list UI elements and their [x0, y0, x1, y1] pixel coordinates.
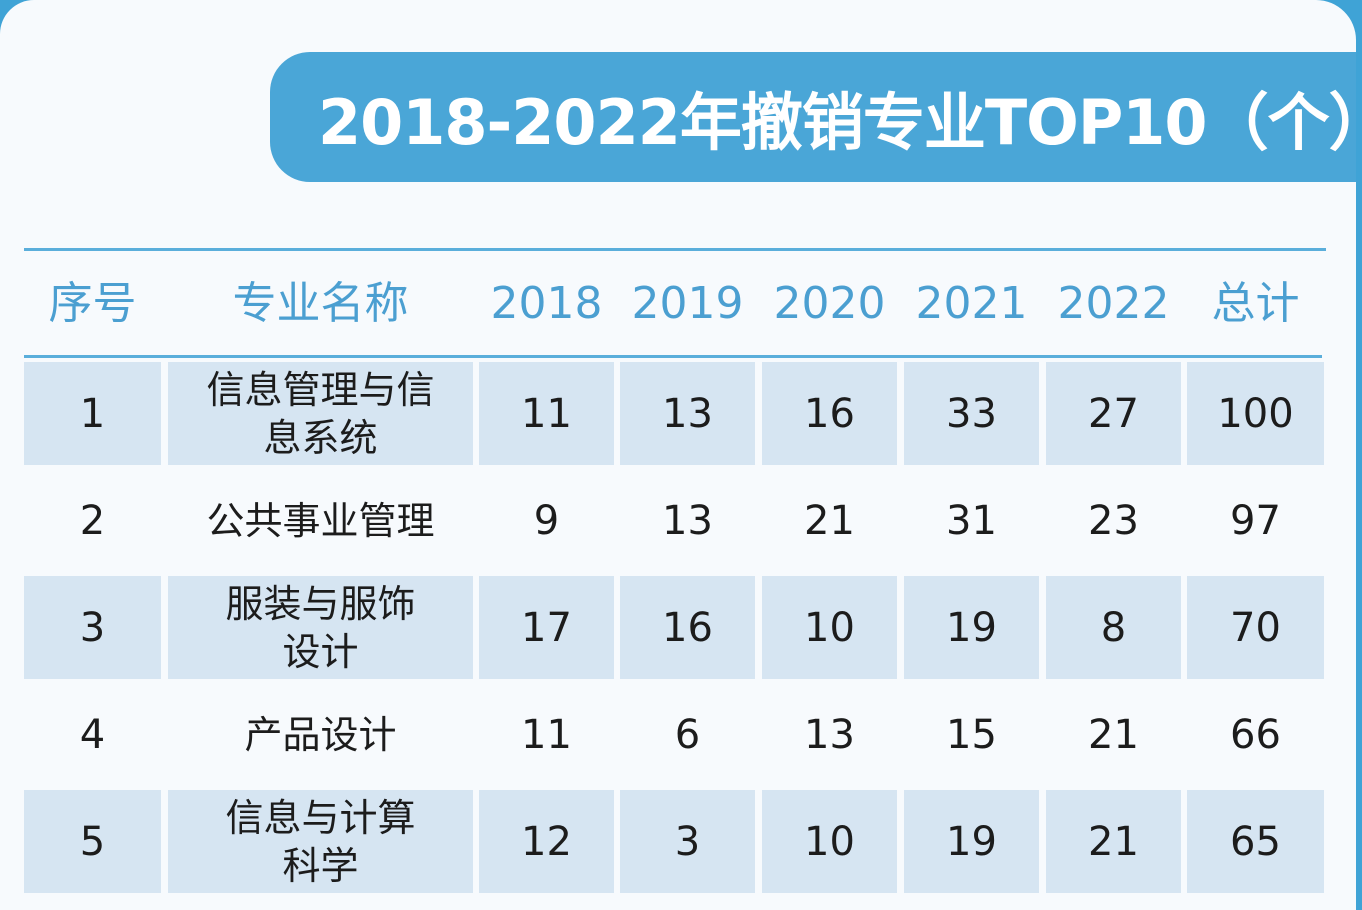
column-header: 专业名称	[232, 278, 409, 329]
table-row: 3 服装与服饰 设计 17 16 10 19 8 70	[24, 576, 1324, 679]
major-name-line: 服装与服饰	[225, 581, 416, 626]
major-name: 信息管理与信 息系统	[206, 366, 434, 462]
year-value-cell: 19	[904, 790, 1039, 893]
total-cell: 70	[1187, 576, 1324, 679]
rank-cell: 1	[24, 362, 161, 465]
year-value-cell: 23	[1088, 497, 1139, 544]
year-value-cell: 19	[904, 576, 1039, 679]
year-value-cell: 10	[762, 790, 897, 893]
title-banner: 2018-2022年撤销专业TOP10（个）	[270, 52, 1356, 182]
year-value-cell: 13	[662, 497, 713, 544]
year-value-cell: 3	[620, 790, 755, 893]
year-value-cell: 13	[620, 362, 755, 465]
major-name: 产品设计	[244, 711, 396, 759]
year-value-cell: 17	[479, 576, 614, 679]
table-header-rule	[24, 355, 1322, 358]
column-header: 2019	[631, 278, 744, 329]
column-header: 序号	[48, 278, 137, 329]
year-value-cell: 8	[1046, 576, 1181, 679]
rank-cell: 2	[79, 497, 106, 544]
major-name-cell: 产品设计	[168, 683, 473, 786]
year-value-cell: 13	[804, 711, 855, 758]
major-name-line: 公共事业管理	[206, 498, 435, 543]
major-name-line: 产品设计	[244, 712, 397, 757]
year-value-cell: 15	[946, 711, 997, 758]
major-name-line: 信息管理与信	[206, 367, 435, 412]
year-value-cell: 21	[1088, 711, 1139, 758]
column-header: 2021	[915, 278, 1028, 329]
year-value-cell: 16	[620, 576, 755, 679]
year-value-cell: 16	[762, 362, 897, 465]
rank-cell: 3	[24, 576, 161, 679]
table-top-rule	[24, 248, 1326, 251]
total-cell: 65	[1187, 790, 1324, 893]
year-value-cell: 11	[479, 362, 614, 465]
table-row: 1 信息管理与信 息系统 11 13 16 33 27 100	[24, 362, 1324, 465]
year-value-cell: 21	[804, 497, 855, 544]
year-value-cell: 10	[762, 576, 897, 679]
major-name: 公共事业管理	[206, 497, 434, 545]
table-row: 2 公共事业管理 9 13 21 31 23 97	[24, 469, 1324, 572]
year-value-cell: 31	[946, 497, 997, 544]
column-header: 2018	[490, 278, 603, 329]
major-name-cell: 信息与计算 科学	[168, 790, 473, 893]
year-value-cell: 21	[1046, 790, 1181, 893]
year-value-cell: 6	[674, 711, 701, 758]
chart-title: 2018-2022年撤销专业TOP10（个）	[318, 86, 1356, 159]
column-header: 2022	[1057, 278, 1170, 329]
major-name: 服装与服饰 设计	[225, 580, 415, 676]
year-value-cell: 9	[533, 497, 560, 544]
major-name-line: 设计	[282, 629, 359, 674]
major-name-line: 息系统	[263, 415, 378, 460]
table-row: 4 产品设计 11 6 13 15 21 66	[24, 683, 1324, 786]
column-header: 2020	[773, 278, 886, 329]
total-cell: 66	[1230, 711, 1281, 758]
table-row: 5 信息与计算 科学 12 3 10 19 21 65	[24, 790, 1324, 893]
rank-cell: 4	[79, 711, 106, 758]
major-name-line: 科学	[282, 843, 359, 888]
year-value-cell: 27	[1046, 362, 1181, 465]
total-cell: 100	[1187, 362, 1324, 465]
table-header-row: 序号 专业名称 2018 2019 2020 2021 2022 总计	[24, 262, 1326, 346]
year-value-cell: 11	[521, 711, 572, 758]
year-value-cell: 33	[904, 362, 1039, 465]
major-name-cell: 服装与服饰 设计	[168, 576, 473, 679]
total-cell: 97	[1230, 497, 1281, 544]
year-value-cell: 12	[479, 790, 614, 893]
major-name-cell: 信息管理与信 息系统	[168, 362, 473, 465]
column-header: 总计	[1211, 278, 1300, 329]
major-name-line: 信息与计算	[225, 795, 416, 840]
major-name: 信息与计算 科学	[225, 794, 415, 890]
rank-cell: 5	[24, 790, 161, 893]
major-name-cell: 公共事业管理	[168, 469, 473, 572]
